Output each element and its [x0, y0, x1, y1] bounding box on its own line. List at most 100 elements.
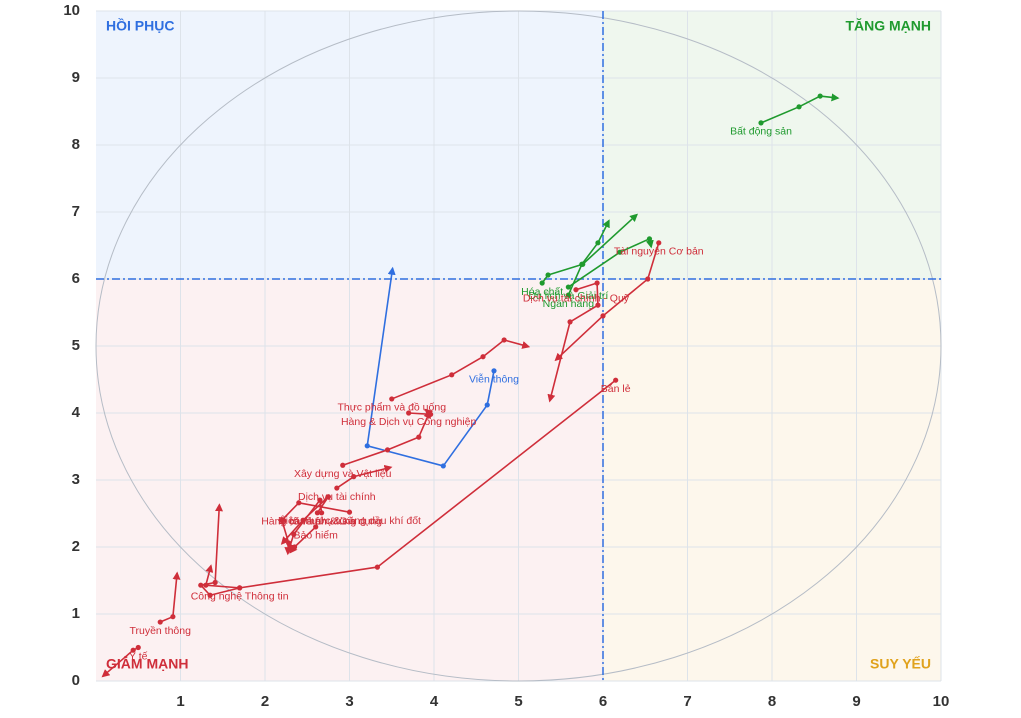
point	[325, 494, 331, 500]
point	[594, 280, 600, 286]
y-tick-label: 10	[63, 2, 80, 19]
point	[170, 614, 176, 620]
series-label: Công nghệ Thông tin	[191, 591, 289, 603]
trail	[567, 219, 610, 296]
y-tick-label: 5	[72, 337, 80, 354]
point	[237, 585, 243, 591]
x-tick-label: 5	[514, 693, 522, 710]
point	[291, 544, 298, 550]
point	[389, 396, 395, 402]
point	[440, 463, 446, 469]
series-label: Bảo hiểm	[294, 530, 339, 542]
point	[314, 510, 320, 516]
point	[595, 302, 601, 308]
point	[130, 647, 136, 653]
point	[539, 280, 545, 286]
point	[573, 287, 579, 293]
trail	[760, 93, 840, 124]
point	[296, 500, 302, 506]
point	[212, 579, 218, 586]
point	[617, 249, 623, 255]
x-tick-label: 3	[345, 693, 353, 710]
point	[406, 410, 412, 416]
point	[384, 447, 391, 453]
series-label: Truyền thông	[129, 625, 191, 637]
series-label: Y tế	[129, 650, 148, 662]
point	[646, 236, 653, 242]
quadrant-label: GIẢM MẠNH	[106, 656, 188, 672]
x-tick-label: 9	[852, 693, 860, 710]
quadrant-label: HỒI PHỤC	[106, 17, 174, 34]
trail	[280, 495, 330, 545]
series-label: Điện, nước & xăng dầu khí đốt	[278, 515, 421, 527]
point	[613, 377, 619, 383]
point	[656, 240, 662, 246]
point	[545, 272, 551, 278]
trail	[342, 410, 431, 467]
point	[364, 443, 370, 449]
point	[580, 261, 586, 267]
point	[817, 93, 823, 99]
series-label: Bán lẻ	[601, 383, 631, 395]
x-tick-label: 2	[261, 693, 269, 710]
point	[351, 474, 357, 480]
point	[300, 517, 306, 523]
series-label: Xây dựng và Vật liệu	[294, 468, 392, 480]
point	[340, 462, 346, 468]
ellipse	[95, 10, 942, 682]
trail	[567, 238, 654, 288]
point	[484, 402, 490, 408]
y-tick-label: 1	[72, 605, 80, 622]
series-label: Dịch vụ tài chính - Quỹ	[523, 293, 630, 305]
series-label: Tài nguyên Cơ bản	[614, 246, 704, 258]
point	[480, 354, 486, 360]
x-tick-label: 8	[768, 693, 776, 710]
x-tick-label: 4	[430, 693, 439, 710]
point	[491, 368, 497, 374]
y-tick-label: 8	[72, 136, 80, 153]
point	[334, 485, 340, 491]
y-tick-label: 0	[72, 672, 80, 689]
x-tick-label: 10	[933, 693, 950, 710]
point	[600, 313, 606, 319]
point	[645, 276, 651, 282]
point	[416, 434, 422, 440]
quadrant-label: TĂNG MẠNH	[845, 18, 931, 34]
point	[796, 104, 802, 110]
series-label: Hóa chất	[521, 286, 563, 298]
series-label: Thực phẩm và đồ uống	[337, 402, 446, 414]
trail	[541, 213, 638, 284]
series-label: Hàng cá nhân & Gia dụng	[261, 516, 382, 528]
x-tick-label: 1	[176, 693, 184, 710]
y-tick-label: 4	[72, 404, 81, 421]
point	[313, 524, 319, 530]
point	[595, 240, 601, 246]
point	[374, 564, 380, 570]
series-label: Du lịch và Giải trí	[528, 290, 608, 302]
series-label: Bất động sản	[730, 126, 792, 138]
point	[198, 582, 204, 588]
series-label: Dịch vụ tài chính	[298, 491, 376, 503]
point	[279, 517, 285, 523]
point	[449, 372, 455, 378]
point	[207, 592, 213, 598]
series-label: Viễn thông	[469, 373, 519, 386]
point	[319, 510, 325, 516]
point	[157, 619, 163, 625]
trail	[554, 242, 660, 362]
x-tick-label: 7	[683, 693, 691, 710]
series-label: Ngân hàng	[543, 298, 595, 310]
y-tick-label: 3	[72, 471, 80, 488]
point	[565, 284, 571, 290]
point	[346, 509, 353, 515]
series-label: Ô tô và phụ tùng	[279, 515, 357, 528]
y-tick-label: 6	[72, 270, 80, 287]
point	[567, 319, 573, 325]
point	[758, 120, 764, 126]
y-tick-label: 7	[72, 203, 80, 220]
point	[135, 644, 141, 651]
point	[565, 292, 571, 298]
y-tick-label: 2	[72, 538, 80, 555]
series-label: Hàng & Dịch vụ Công nghiệp	[341, 416, 477, 428]
